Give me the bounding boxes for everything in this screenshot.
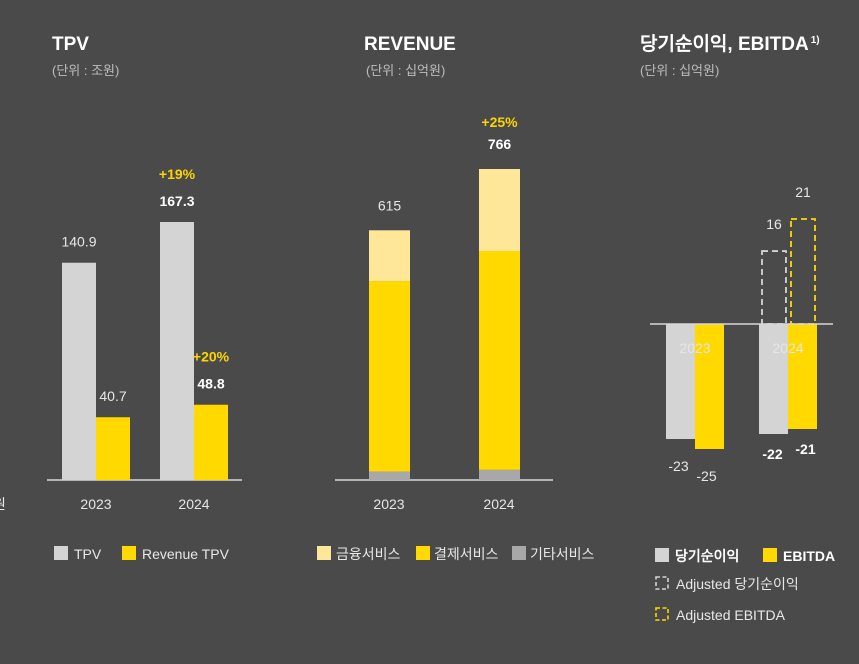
- legend-swatch-adjusted-ebitda: [655, 607, 669, 621]
- profit-label-net-2023: -23: [668, 458, 688, 474]
- tpv-bar-tpv-2023: [62, 262, 96, 480]
- tpv-growth-tpv: +19%: [159, 166, 196, 182]
- tpv-label-revenue-2024: 48.8: [197, 376, 224, 392]
- legend-label-revenue-tpv: Revenue TPV: [142, 546, 230, 562]
- profit-tick-2024: 2024: [772, 340, 803, 356]
- profit-bar-ebitda-2024: [788, 324, 817, 429]
- revenue-segment-finance-2024: [479, 169, 520, 252]
- profit-label-adjusted-ebitda-2024: 21: [795, 184, 811, 200]
- legend-label-adjusted-net-income: Adjusted 당기순이익: [676, 576, 799, 592]
- tpv-title: TPV: [52, 34, 89, 55]
- legend-swatch-net-income: [655, 548, 669, 562]
- profit-label-ebitda-2024: -21: [795, 441, 815, 457]
- profit-bar-adjusted-ebitda-2024: [790, 218, 816, 325]
- revenue-total-2023: 615: [378, 197, 402, 213]
- tpv-label-tpv-2024: 167.3: [159, 193, 194, 209]
- tpv-tick-2024: 2024: [178, 496, 209, 512]
- legend-label-other: 기타서비스: [530, 546, 595, 562]
- revenue-segment-other-2024: [479, 469, 520, 480]
- tpv-growth-revenue: +20%: [193, 349, 230, 365]
- revenue-tick-2024: 2024: [483, 496, 514, 512]
- revenue-segment-payment-2023: [369, 281, 410, 472]
- revenue-tick-2023: 2023: [373, 496, 404, 512]
- legend-swatch-finance: [317, 546, 331, 560]
- profit-label-ebitda-2023: -25: [696, 468, 716, 484]
- legend-label-adjusted-ebitda: Adjusted EBITDA: [676, 607, 786, 623]
- revenue-total-2024: 766: [488, 136, 512, 152]
- tpv-label-tpv-2023: 140.9: [61, 234, 96, 250]
- profit-bar-ebitda-2023: [695, 324, 724, 449]
- edge-fragment-text: 원: [0, 496, 6, 512]
- revenue-segment-finance-2023: [369, 230, 410, 282]
- profit-bar-net-2024: [759, 324, 788, 434]
- legend-swatch-tpv: [54, 546, 68, 560]
- tpv-bar-revenue-2023: [96, 417, 130, 480]
- legend-swatch-payment: [416, 546, 430, 560]
- tpv-unit: (단위 : 조원): [52, 63, 119, 78]
- legend-swatch-other: [512, 546, 526, 560]
- revenue-unit: (단위 : 십억원): [366, 63, 445, 78]
- tpv-bar-revenue-2024: [194, 404, 228, 480]
- profit-title: 당기순이익, EBITDA 1): [640, 33, 820, 55]
- profit-tick-2023: 2023: [679, 340, 710, 356]
- legend-swatch-revenue-tpv: [122, 546, 136, 560]
- legend-label-finance: 금융서비스: [336, 546, 401, 562]
- legend-swatch-adjusted-net-income: [655, 576, 669, 590]
- revenue-segment-other-2023: [369, 471, 410, 480]
- profit-unit: (단위 : 십억원): [640, 63, 719, 78]
- legend-label-ebitda: EBITDA: [783, 548, 835, 564]
- legend-swatch-ebitda: [763, 548, 777, 562]
- revenue-segment-payment-2024: [479, 251, 520, 470]
- legend-label-payment: 결제서비스: [434, 546, 499, 562]
- tpv-label-revenue-2023: 40.7: [99, 388, 126, 404]
- profit-title-main: 당기순이익, EBITDA: [640, 33, 809, 55]
- tpv-tick-2023: 2023: [80, 496, 111, 512]
- profit-bar-adjusted-net-2024: [761, 250, 787, 325]
- profit-label-net-2024: -22: [762, 446, 782, 462]
- legend-label-net-income: 당기순이익: [675, 548, 739, 564]
- revenue-growth: +25%: [481, 114, 518, 130]
- profit-label-adjusted-net-2024: 16: [766, 216, 782, 232]
- profit-bar-net-2023: [666, 324, 695, 439]
- profit-title-footnote: 1): [811, 35, 820, 46]
- tpv-bar-tpv-2024: [160, 222, 194, 480]
- legend-label-tpv: TPV: [74, 546, 102, 562]
- revenue-title: REVENUE: [364, 34, 456, 55]
